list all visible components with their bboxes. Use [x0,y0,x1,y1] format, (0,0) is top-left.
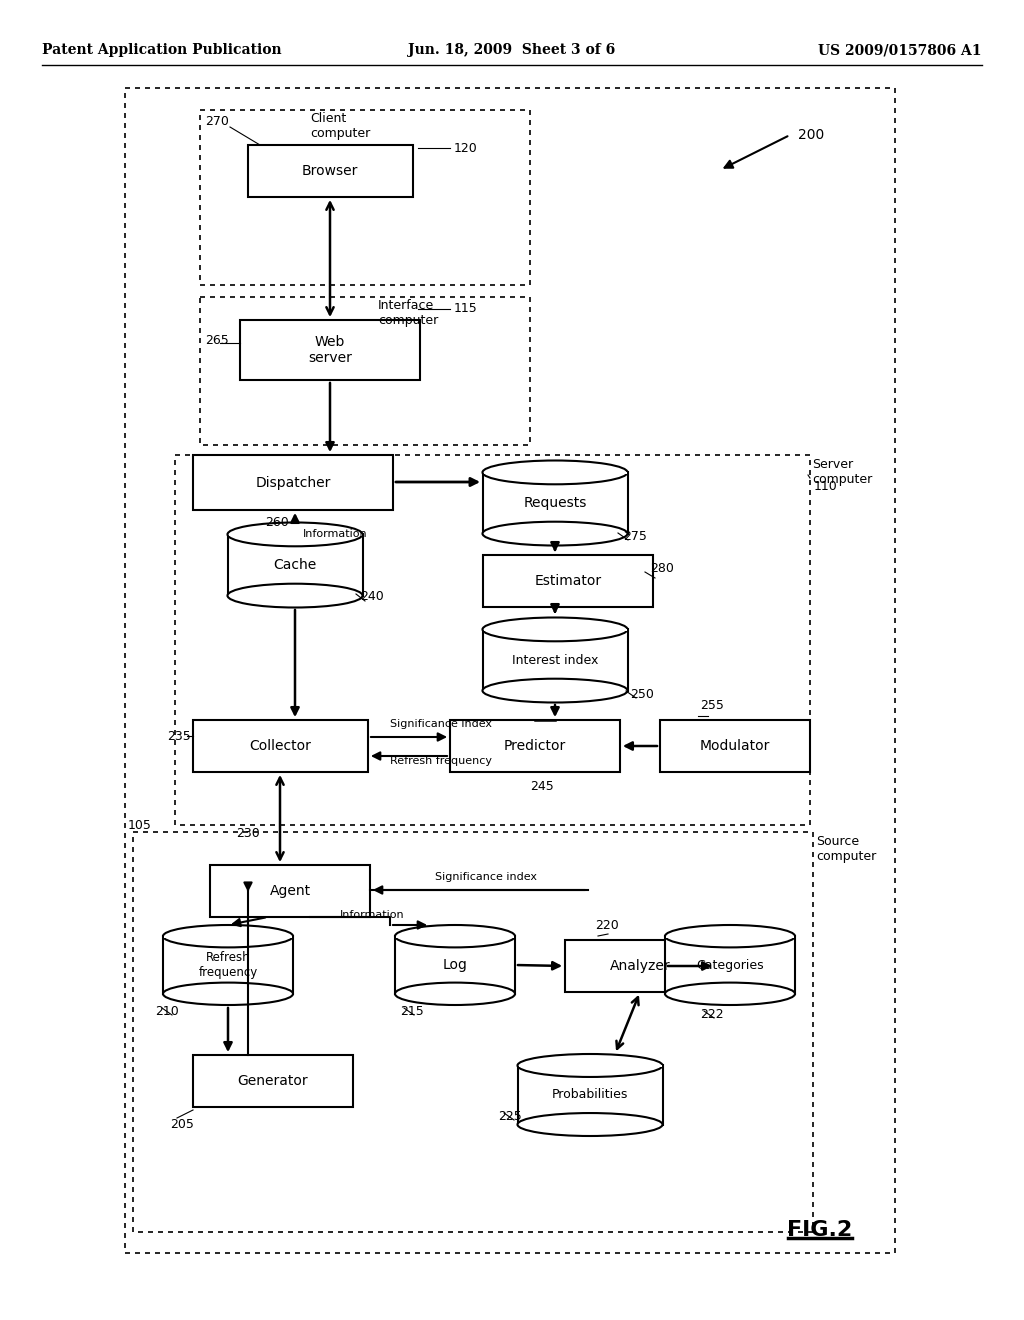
Bar [125,88,895,1253]
Ellipse shape [482,461,628,484]
Bar [450,719,620,772]
Ellipse shape [517,1053,663,1077]
Bar [665,936,795,994]
Text: 110: 110 [814,480,838,492]
Text: Requests: Requests [523,496,587,510]
Text: 200: 200 [798,128,824,143]
Bar [483,554,653,607]
Text: 245: 245 [530,780,554,793]
Ellipse shape [227,583,362,607]
Text: Analyzer: Analyzer [609,960,671,973]
Text: 260: 260 [265,516,289,529]
Text: 210: 210 [155,1005,179,1018]
Text: Estimator: Estimator [535,574,601,587]
Text: 250: 250 [630,688,654,701]
Text: Significance index: Significance index [435,873,537,882]
Bar [210,865,370,917]
Text: 115: 115 [454,302,478,315]
Text: Agent: Agent [269,884,310,898]
Text: 240: 240 [360,590,384,603]
Bar [483,630,627,631]
Bar [660,719,810,772]
Text: Significance index: Significance index [390,719,492,729]
Text: 220: 220 [595,919,618,932]
Bar [395,936,515,994]
Text: 230: 230 [236,828,260,840]
Bar [175,455,810,825]
Text: Server
computer: Server computer [812,458,872,486]
Text: 105: 105 [128,818,152,832]
Bar [517,1065,663,1125]
Text: Probabilities: Probabilities [552,1089,628,1101]
Text: Generator: Generator [238,1074,308,1088]
Bar [240,319,420,380]
Text: 280: 280 [650,561,674,574]
Text: Information: Information [303,529,368,539]
Text: 235: 235 [167,730,190,743]
Bar [396,936,514,939]
Ellipse shape [163,982,293,1005]
Ellipse shape [665,925,795,948]
Text: 270: 270 [205,115,229,128]
Text: 265: 265 [205,334,228,346]
Text: Interest index: Interest index [512,653,598,667]
Text: Refresh
frequency: Refresh frequency [199,950,258,979]
Text: Jun. 18, 2009  Sheet 3 of 6: Jun. 18, 2009 Sheet 3 of 6 [409,44,615,57]
Ellipse shape [395,925,515,948]
Text: Collector: Collector [249,739,311,752]
Text: Cache: Cache [273,558,316,572]
Text: 205: 205 [170,1118,194,1131]
Ellipse shape [665,982,795,1005]
Text: US 2009/0157806 A1: US 2009/0157806 A1 [818,44,982,57]
Text: Predictor: Predictor [504,739,566,752]
Text: Information: Information [340,909,404,920]
Text: 255: 255 [700,700,724,711]
Ellipse shape [163,925,293,948]
Text: Dispatcher: Dispatcher [255,477,331,490]
Text: Client
computer: Client computer [310,112,371,140]
Bar [482,630,628,690]
Bar [200,110,530,285]
Text: Interface
computer: Interface computer [378,300,438,327]
Bar [193,1055,353,1107]
Ellipse shape [517,1113,663,1137]
Text: 215: 215 [400,1005,424,1018]
Bar [248,145,413,197]
Text: Patent Application Publication: Patent Application Publication [42,44,282,57]
Text: Browser: Browser [302,164,358,178]
Text: Modulator: Modulator [699,739,770,752]
Bar [483,473,627,474]
Text: Log: Log [442,958,467,972]
Ellipse shape [482,678,628,702]
Bar [164,936,292,939]
Ellipse shape [482,521,628,545]
Bar [228,535,361,536]
Bar [482,473,628,533]
Bar [193,455,393,510]
Ellipse shape [482,618,628,642]
Text: 222: 222 [700,1008,724,1020]
Text: Web
server: Web server [308,335,352,366]
Text: Categories: Categories [696,958,764,972]
Bar [227,535,362,595]
Bar [666,936,794,939]
Bar [518,1065,662,1068]
Text: Source
computer: Source computer [816,836,877,863]
Bar [200,297,530,445]
Text: 120: 120 [454,141,478,154]
Ellipse shape [227,523,362,546]
Text: FIG.2: FIG.2 [787,1220,853,1239]
Text: 225: 225 [498,1110,522,1123]
Bar [565,940,715,993]
Text: 275: 275 [623,531,647,543]
Ellipse shape [395,982,515,1005]
Bar [133,832,813,1232]
Bar [193,719,368,772]
Text: Refresh frequency: Refresh frequency [390,756,492,766]
Bar [163,936,293,994]
